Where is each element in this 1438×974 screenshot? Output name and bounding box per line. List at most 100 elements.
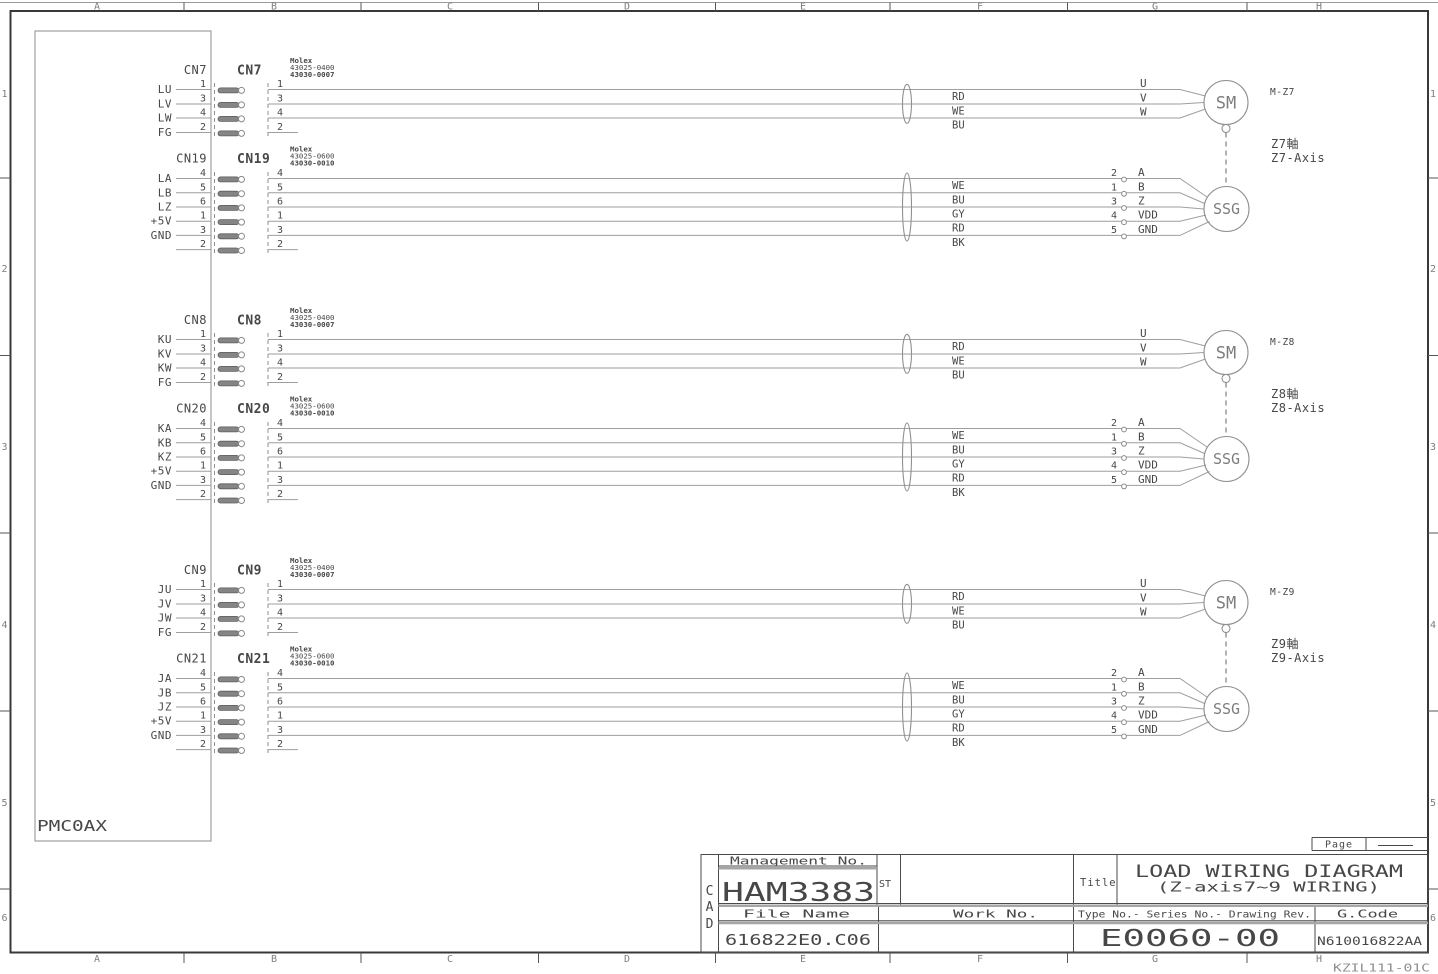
- crimp-contact: [217, 204, 240, 211]
- pin-number-left: 4: [200, 608, 206, 619]
- contact-tip: [238, 115, 245, 123]
- motor-terminal-label: W: [1140, 606, 1147, 619]
- motor-wire: [268, 339, 1206, 347]
- pin-number-right: 4: [277, 608, 283, 619]
- pin-number-right: 2: [277, 489, 283, 500]
- motor-terminal-label: W: [1140, 356, 1147, 369]
- encoder-wire: [268, 714, 1207, 722]
- encoder-wire: [268, 178, 1208, 198]
- pin-number-right: 3: [277, 475, 283, 486]
- contact-tip: [238, 247, 245, 254]
- grid-col-label-bottom: G: [1152, 954, 1158, 965]
- encoder-terminal-label: A: [1138, 416, 1145, 429]
- contact-tip: [238, 586, 245, 594]
- motor-wire: [268, 358, 1206, 369]
- contact-tip: [238, 440, 245, 448]
- pin-number-left: 4: [200, 168, 206, 179]
- crimp-contact: [217, 219, 240, 226]
- wire-color-label: BU: [952, 694, 965, 706]
- pin-number-right: 6: [277, 447, 283, 458]
- pin-signal-label: JA: [158, 672, 172, 685]
- connector-name-right: CN8: [237, 314, 262, 329]
- pin-signal-label: +5V: [151, 715, 172, 728]
- encoder-terminal-number: 3: [1111, 697, 1117, 708]
- wire-color-label: WE: [952, 106, 965, 118]
- pin-number-right: 5: [277, 432, 283, 443]
- crimp-contact: [217, 690, 240, 697]
- grid-row-label-right: 1: [1430, 89, 1436, 100]
- connector-name-right: CN7: [237, 64, 262, 79]
- terminal-point: [1121, 190, 1127, 197]
- connector-name-right: CN9: [237, 564, 262, 579]
- gcode-header: G.Code: [1337, 909, 1398, 921]
- encoder-terminal-label: Z: [1138, 445, 1145, 458]
- pin-signal-label: JV: [158, 598, 172, 611]
- terminal-point: [1121, 205, 1127, 211]
- contact-tip: [238, 629, 245, 637]
- grid-row-label-left: 4: [1, 620, 7, 631]
- encoder-terminal-label: Z: [1138, 195, 1145, 208]
- grid-col-label-bottom: E: [800, 954, 806, 965]
- grid-col-label-bottom: H: [1316, 954, 1322, 965]
- connector-name-right: CN21: [237, 652, 270, 667]
- molex-brand: Molex: [290, 395, 313, 404]
- pin-signal-label: KW: [158, 362, 172, 375]
- pin-number-right: 6: [277, 197, 283, 208]
- pin-signal-label: KZ: [158, 451, 172, 464]
- wire-color-label: GY: [952, 459, 965, 471]
- grid-col-label-top: H: [1316, 2, 1322, 13]
- encoder-text: SSG: [1213, 700, 1240, 718]
- pin-number-right: 1: [277, 211, 283, 222]
- pin-signal-label: KV: [158, 348, 172, 361]
- drawing-title-line2: (Z-axis7~9 WIRING): [1157, 880, 1380, 896]
- pin-number-left: 1: [200, 211, 206, 222]
- motor-id-label: M-Z9: [1270, 587, 1295, 598]
- pmc0ax-outline: [34, 30, 212, 842]
- molex-part-2: 43030-0010: [290, 409, 335, 418]
- terminal-point: [1121, 469, 1127, 476]
- molex-part-2: 43030-0007: [290, 70, 335, 79]
- pin-signal-label: KU: [158, 333, 172, 346]
- pin-number-left: 6: [200, 447, 206, 458]
- motor-terminal-label: W: [1140, 106, 1147, 119]
- wire-color-label: BU: [952, 620, 965, 632]
- motor-wire: [268, 108, 1206, 119]
- crimp-contact: [217, 705, 240, 711]
- encoder-terminal-label: A: [1138, 166, 1145, 179]
- encoder-wire: [268, 706, 1205, 710]
- pin-number-left: 6: [200, 197, 206, 208]
- wire-color-label: BU: [952, 444, 965, 456]
- molex-part-1: 43025-0400: [290, 563, 335, 572]
- encoder-wire: [268, 456, 1205, 460]
- axis-label-jp: Z9軸: [1271, 637, 1299, 651]
- file-name-header: File Name: [743, 909, 850, 921]
- pin-signal-label: LW: [158, 112, 172, 125]
- grid-col-label-bottom: C: [447, 954, 453, 965]
- grid-row-label-left: 2: [1, 264, 7, 275]
- motor-wire: [268, 608, 1206, 619]
- molex-part-1: 43025-0600: [290, 402, 335, 411]
- crimp-contact: [217, 469, 240, 476]
- pin-signal-label: JU: [158, 583, 172, 596]
- motor-terminal-label: U: [1140, 327, 1147, 340]
- wire-color-label: BK: [952, 237, 965, 249]
- grid-row-label-left: 1: [1, 89, 7, 100]
- molex-part-2: 43030-0007: [290, 320, 335, 329]
- grid-col-label-top: D: [624, 2, 630, 13]
- work-no-header: Work No.: [953, 909, 1038, 921]
- encoder-terminal-label: VDD: [1138, 459, 1158, 472]
- drawing-number-value: E0060-00: [1100, 926, 1280, 952]
- pin-signal-label: KB: [158, 436, 172, 449]
- pmc0ax-box: PMC0AX: [34, 30, 212, 842]
- encoder-wire: [268, 464, 1207, 472]
- pin-signal-label: LA: [158, 172, 172, 185]
- pin-number-left: 1: [200, 579, 206, 590]
- grid-row-label-right: 5: [1430, 798, 1436, 809]
- motor-terminal-label: V: [1140, 592, 1147, 605]
- motor-wire: [268, 589, 1206, 597]
- pin-number-right: 4: [277, 418, 283, 429]
- molex-part-2: 43030-0010: [290, 659, 335, 668]
- encoder-terminal-number: 1: [1111, 432, 1117, 443]
- pin-number-left: 1: [200, 79, 206, 90]
